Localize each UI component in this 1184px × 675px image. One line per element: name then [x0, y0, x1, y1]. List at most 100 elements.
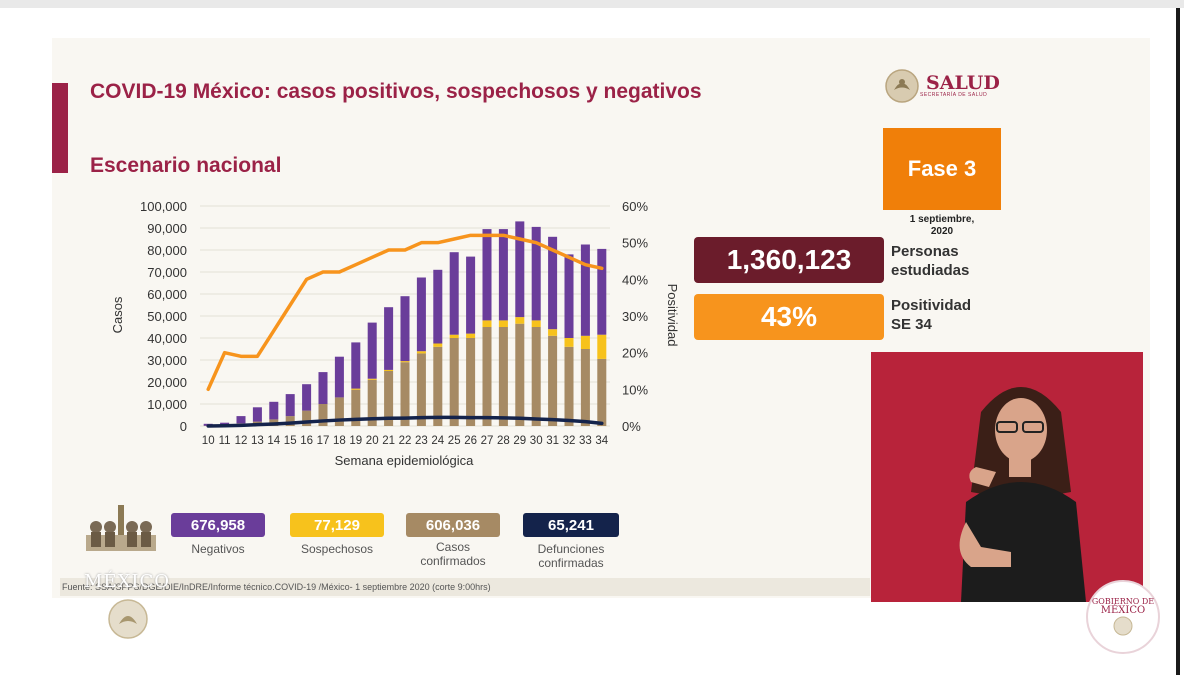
y2-tick-label: 30% [622, 309, 648, 324]
bar-casos-confirmados [498, 327, 508, 426]
kpi-label-line1: Personas [891, 243, 959, 260]
bar-casos-confirmados [433, 346, 443, 426]
bar-sospechosos [482, 320, 492, 327]
x-tick-label: 28 [497, 435, 510, 447]
interpreter-figure [871, 352, 1143, 602]
bar-negativos [285, 394, 295, 417]
bar-negativos [236, 416, 246, 424]
gobierno-de-mexico-logo: GOBIERNO DE MÉXICO [1086, 580, 1160, 654]
x-tick-label: 33 [579, 435, 592, 447]
bar-negativos [580, 244, 590, 336]
kpi-positividad-label: Positividad SE 34 [891, 296, 971, 334]
salud-logo: SALUD SECRETARÍA DE SALUD [884, 68, 1000, 104]
x-tick-label: 15 [284, 435, 297, 447]
gob-logo-line2: MÉXICO [1100, 605, 1146, 616]
y-tick-label: 70,000 [147, 265, 187, 280]
bar-negativos [302, 384, 312, 411]
legend-casos-label: Casos confirmados [406, 540, 500, 568]
bar-casos-confirmados [548, 335, 558, 426]
bar-negativos [515, 221, 525, 318]
bar-negativos [597, 248, 607, 335]
x-tick-label: 13 [251, 435, 264, 447]
x-tick-label: 10 [202, 435, 215, 447]
y-tick-label: 20,000 [147, 375, 187, 390]
bar-negativos [433, 269, 443, 344]
x-tick-label: 31 [546, 435, 559, 447]
bar-casos-confirmados [318, 404, 328, 426]
phase-badge: Fase 3 [883, 128, 1001, 210]
salud-logo-subtext: SECRETARÍA DE SALUD [920, 92, 988, 98]
bar-sospechosos [466, 333, 476, 338]
bar-sospechosos [433, 343, 443, 347]
bar-negativos [498, 229, 508, 321]
x-tick-label: 29 [513, 435, 526, 447]
y2-tick-label: 0% [622, 419, 641, 434]
bar-casos-confirmados [384, 371, 394, 426]
y-tick-label: 30,000 [147, 353, 187, 368]
bar-casos-confirmados [580, 349, 590, 426]
bar-sospechosos [498, 320, 508, 327]
bar-negativos [384, 307, 394, 370]
legend-negativos-label: Negativos [171, 542, 265, 556]
y2-tick-label: 40% [622, 272, 648, 287]
y-tick-label: 0 [180, 419, 187, 434]
x-tick-label: 14 [267, 435, 280, 447]
y-tick-label: 100,000 [140, 199, 187, 214]
y-tick-label: 10,000 [147, 397, 187, 412]
x-tick-label: 34 [595, 435, 608, 447]
x-tick-label: 22 [399, 435, 412, 447]
slide-subtitle: Escenario nacional [90, 154, 282, 177]
x-tick-label: 26 [464, 435, 477, 447]
bar-sospechosos [515, 317, 525, 324]
kpi-label-line1: Positividad [891, 297, 972, 314]
bar-casos-confirmados [449, 338, 459, 426]
bar-casos-confirmados [285, 416, 295, 426]
y-tick-label: 60,000 [147, 287, 187, 302]
bar-negativos [416, 277, 426, 352]
x-tick-label: 20 [366, 435, 379, 447]
kpi-personas-estudiadas-label: Personas estudiadas [891, 242, 969, 280]
window-top-bar [0, 0, 1184, 8]
y2-tick-label: 50% [622, 236, 648, 251]
bar-sospechosos [548, 329, 558, 336]
x-tick-label: 17 [317, 435, 330, 447]
eagle-seal-icon [1113, 616, 1133, 636]
x-axis-label: Semana epidemiológica [335, 453, 475, 468]
legend-defunciones-value: 65,241 [523, 513, 619, 537]
bar-negativos [334, 356, 344, 398]
legend-casos-value: 606,036 [406, 513, 500, 537]
window-right-edge [1176, 8, 1180, 675]
legend-label-line1: Casos [435, 540, 470, 554]
source-note: Fuente: SSA/SPPS/DGE/DIE/InDRE/Informe t… [60, 578, 870, 596]
phase-date-line2: 2020 [930, 226, 954, 237]
legend-label-line2: confirmados [420, 554, 486, 568]
bar-negativos [400, 296, 410, 362]
kpi-positividad-value: 43% [694, 294, 884, 340]
bar-negativos [269, 401, 279, 420]
bar-casos-confirmados [597, 358, 607, 426]
kpi-personas-estudiadas-value: 1,360,123 [694, 237, 884, 283]
kpi-label-line2: estudiadas [891, 262, 970, 279]
slide-title: COVID-19 México: casos positivos, sospec… [90, 80, 702, 103]
bar-negativos [564, 254, 574, 338]
bar-negativos [318, 372, 328, 404]
bar-sospechosos [367, 378, 377, 380]
x-tick-label: 11 [219, 435, 231, 447]
y-tick-label: 80,000 [147, 243, 187, 258]
y-tick-label: 40,000 [147, 331, 187, 346]
bar-sospechosos [531, 320, 541, 327]
bar-casos-confirmados [515, 323, 525, 426]
bar-negativos [351, 342, 361, 389]
bar-casos-confirmados [416, 353, 426, 426]
bar-sospechosos [351, 388, 361, 390]
y2-axis-label: Positividad [665, 284, 680, 347]
bar-sospechosos [564, 338, 574, 347]
x-tick-label: 32 [563, 435, 576, 447]
y2-tick-label: 10% [622, 382, 648, 397]
legend-negativos-value: 676,958 [171, 513, 265, 537]
national-heroes-illustration [86, 505, 156, 551]
bar-negativos [548, 236, 558, 330]
legend-label-line1: Sospechosos [300, 542, 374, 556]
bar-sospechosos [400, 361, 410, 363]
bar-casos-confirmados [466, 338, 476, 426]
